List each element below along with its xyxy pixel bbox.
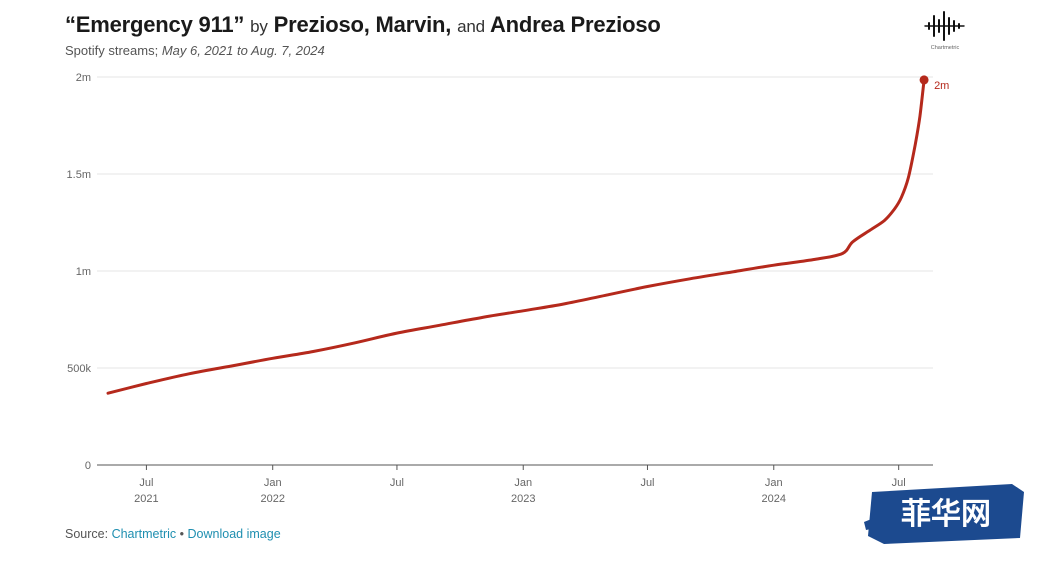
watermark-text: 菲华网 (901, 497, 991, 532)
x-tick-label: Jul (139, 477, 153, 489)
end-point-marker (919, 75, 929, 85)
x-tick-label: Jul (390, 477, 404, 489)
chartmetric-logo-icon: Chartmetric (922, 8, 968, 54)
download-image-link[interactable]: Download image (187, 527, 281, 541)
source-prefix: Source: (65, 527, 109, 541)
title-by: by (250, 17, 268, 36)
watermark-logo: 菲华网 (864, 484, 1024, 544)
separator: • (179, 527, 185, 541)
x-tick-year: 2022 (260, 493, 284, 505)
title-and: and (457, 17, 485, 36)
subtitle-date-range: May 6, 2021 to Aug. 7, 2024 (161, 43, 325, 58)
y-tick-label: 1m (76, 266, 91, 278)
y-tick-label: 2m (76, 72, 91, 84)
x-axis: Jul 2021 Jan 2022 Jul Jan 2023 Jul Jan 2024 Jul (134, 465, 906, 505)
x-tick-label: Jan (514, 477, 532, 489)
x-tick-label: Jan (264, 477, 282, 489)
y-tick-label: 500k (67, 363, 91, 375)
x-tick-label: Jul (892, 477, 906, 489)
y-axis: 0 500k 1m 1.5m 2m (67, 72, 92, 472)
series-line (106, 78, 926, 395)
x-tick-year: 2023 (511, 493, 535, 505)
grid-lines (97, 76, 933, 466)
chart-subtitle: Spotify streams; May 6, 2021 to Aug. 7, … (65, 43, 325, 58)
end-value-label: 2m (934, 80, 949, 92)
y-tick-label: 1.5m (67, 169, 91, 181)
x-tick-label: Jan (765, 477, 783, 489)
x-tick-year: 2024 (762, 493, 786, 505)
title-artist-2: Andrea Prezioso (489, 12, 661, 37)
source-line: Source: Chartmetric • Download image (65, 527, 281, 541)
chart-title: “Emergency 911” by Prezioso, Marvin, and… (65, 12, 661, 38)
title-song: “Emergency 911” (65, 12, 245, 37)
logo-text: Chartmetric (930, 45, 960, 51)
x-tick-year: 2021 (134, 493, 158, 505)
x-tick-label: Jul (640, 477, 654, 489)
title-artist-1: Prezioso, Marvin, (273, 12, 452, 37)
y-tick-label: 0 (85, 460, 91, 472)
source-link[interactable]: Chartmetric (111, 527, 177, 541)
subtitle-prefix: Spotify streams; (65, 43, 159, 58)
